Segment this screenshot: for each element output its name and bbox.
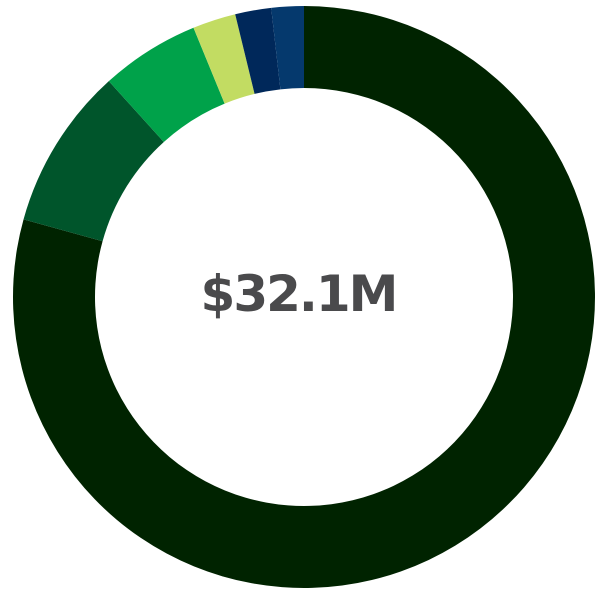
total-amount-label: $32.1M [200,265,399,323]
donut-slice-2 [23,81,164,242]
donut-slice-6 [271,6,304,90]
donut-slice-5 [235,7,281,94]
donut-slice-4 [193,14,255,104]
donut-slices [12,6,595,589]
donut-slice-3 [108,27,225,142]
